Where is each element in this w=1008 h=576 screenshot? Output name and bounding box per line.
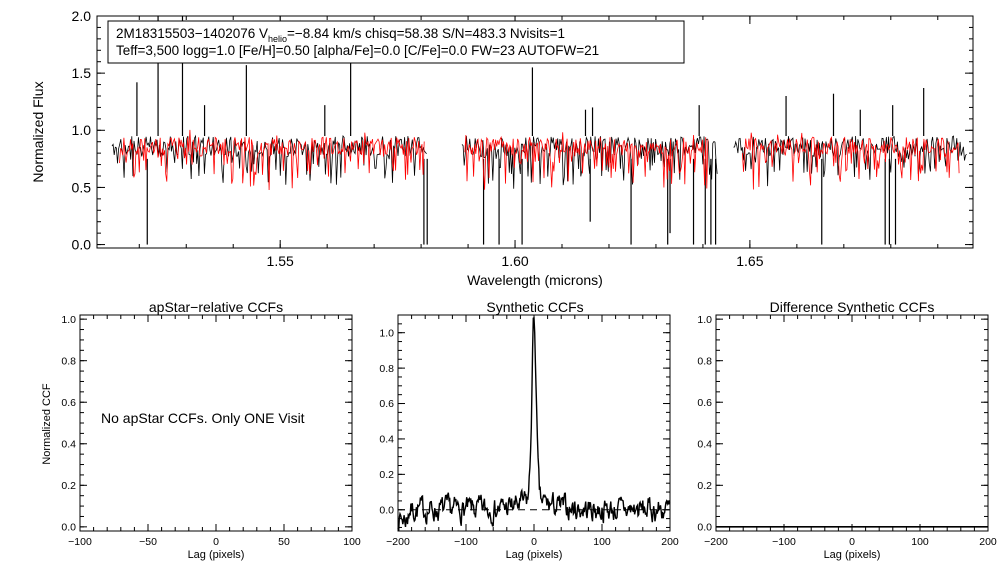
- x-tick-label: −200: [704, 536, 728, 548]
- x-tick-label: 1.60: [501, 253, 528, 269]
- y-tick-label: 1.0: [61, 314, 76, 326]
- info-line-2: Teff=3,500 logg=1.0 [Fe/H]=0.50 [alpha/F…: [116, 43, 599, 58]
- y-tick-label: 0.0: [379, 504, 394, 516]
- y-tick-label: 0.0: [61, 522, 76, 534]
- difference-ccf-x-label: Lag (pixels): [824, 549, 881, 561]
- apstar-ccf-title: apStar−relative CCFs: [149, 299, 283, 315]
- x-tick-label: −100: [454, 536, 478, 548]
- apstar-ccf-panel: apStar−relative CCFs −100 −50 0 50 100 0.0 0.2…: [41, 299, 361, 561]
- spectrum-frame: [96, 15, 974, 249]
- y-tick-label: 1.0: [72, 122, 92, 138]
- y-tick-label: 0.4: [379, 434, 394, 446]
- y-tick-label: 0.4: [61, 438, 76, 450]
- x-tick-label: 200: [661, 536, 679, 548]
- synthetic-ccf-ticks: −200 −100 0 100 200 0.0 0.2 0.4 0.6 0.8 1.0: [379, 314, 679, 548]
- x-tick-label: 0: [213, 536, 219, 548]
- synthetic-ccf-frame: [397, 314, 671, 532]
- y-tick-label: 2.0: [72, 8, 92, 24]
- x-tick-label: 100: [343, 536, 361, 548]
- spectrum-y-label: Normalized Flux: [30, 81, 46, 182]
- spectrum-x-label: Wavelength (microns): [467, 272, 603, 288]
- spectrum-panel: 1.55 1.60 1.65 0.0 0.5 1.0 1.5 2.0 2M18315503−1…: [30, 8, 974, 288]
- x-tick-label: −100: [772, 536, 796, 548]
- apstar-ccf-message: No apStar CCFs. Only ONE Visit: [101, 410, 305, 426]
- spectrum-ticks: 1.55 1.60 1.65 0.0 0.5 1.0 1.5 2.0: [72, 8, 973, 269]
- synthetic-ccf-x-label: Lag (pixels): [506, 549, 563, 561]
- synthetic-ccf-data: [397, 316, 671, 532]
- synthetic-ccf-panel: Synthetic CCFs −200 −100 0 100 200 0.0 0.2 0.4 0…: [379, 299, 679, 561]
- y-tick-label: 0.8: [379, 363, 394, 375]
- y-tick-label: 1.0: [697, 314, 712, 326]
- difference-ccf-panel: Difference Synthetic CCFs −200 −100 0 100 20…: [697, 299, 997, 561]
- difference-ccf-ticks: −200 −100 0 100 200 0.0 0.2 0.4 0.6 0.8 1.0: [697, 314, 997, 548]
- y-tick-label: 0.6: [61, 397, 76, 409]
- x-tick-label: 200: [979, 536, 997, 548]
- y-tick-label: 0.0: [72, 236, 92, 252]
- x-tick-label: 0: [531, 536, 537, 548]
- x-tick-label: 1.55: [267, 253, 294, 269]
- synthetic-ccf-line: [397, 316, 671, 532]
- y-tick-label: 0.0: [697, 522, 712, 534]
- y-tick-label: 0.6: [697, 397, 712, 409]
- info-line-1-post: =−8.84 km/s chisq=58.38 S/N=483.3 Nvisit…: [287, 26, 565, 41]
- x-tick-label: 100: [911, 536, 929, 548]
- y-tick-label: 0.8: [697, 355, 712, 367]
- y-tick-label: 0.2: [697, 480, 712, 492]
- difference-ccf-frame: [715, 314, 989, 532]
- spectrum-model-line: [119, 129, 960, 191]
- x-tick-label: −100: [68, 536, 92, 548]
- info-line-1: 2M18315503−1402076 Vhelio=−8.84 km/s chi…: [116, 26, 565, 44]
- info-line-1-pre: 2M18315503−1402076 V: [116, 26, 268, 41]
- info-box: [107, 20, 685, 64]
- info-line-1-sub: helio: [268, 34, 287, 44]
- x-tick-label: −50: [139, 536, 157, 548]
- y-tick-label: 0.2: [61, 480, 76, 492]
- x-tick-label: 100: [593, 536, 611, 548]
- y-tick-label: 0.2: [379, 469, 394, 481]
- x-tick-label: 1.65: [736, 253, 763, 269]
- apstar-ccf-y-label: Normalized CCF: [41, 383, 53, 465]
- y-tick-label: 0.5: [72, 179, 92, 195]
- x-tick-label: 0: [849, 536, 855, 548]
- y-tick-label: 0.8: [61, 355, 76, 367]
- y-tick-label: 0.4: [697, 438, 712, 450]
- y-tick-label: 1.5: [72, 65, 92, 81]
- synthetic-ccf-title: Synthetic CCFs: [486, 299, 583, 315]
- apstar-ccf-ticks: −100 −50 0 50 100 0.0 0.2 0.4 0.6 0.8 1.0: [61, 314, 361, 548]
- apstar-ccf-x-label: Lag (pixels): [188, 549, 245, 561]
- y-tick-label: 0.6: [379, 398, 394, 410]
- x-tick-label: −200: [386, 536, 410, 548]
- x-tick-label: 50: [278, 536, 290, 548]
- y-tick-label: 1.0: [379, 327, 394, 339]
- difference-ccf-title: Difference Synthetic CCFs: [770, 299, 935, 315]
